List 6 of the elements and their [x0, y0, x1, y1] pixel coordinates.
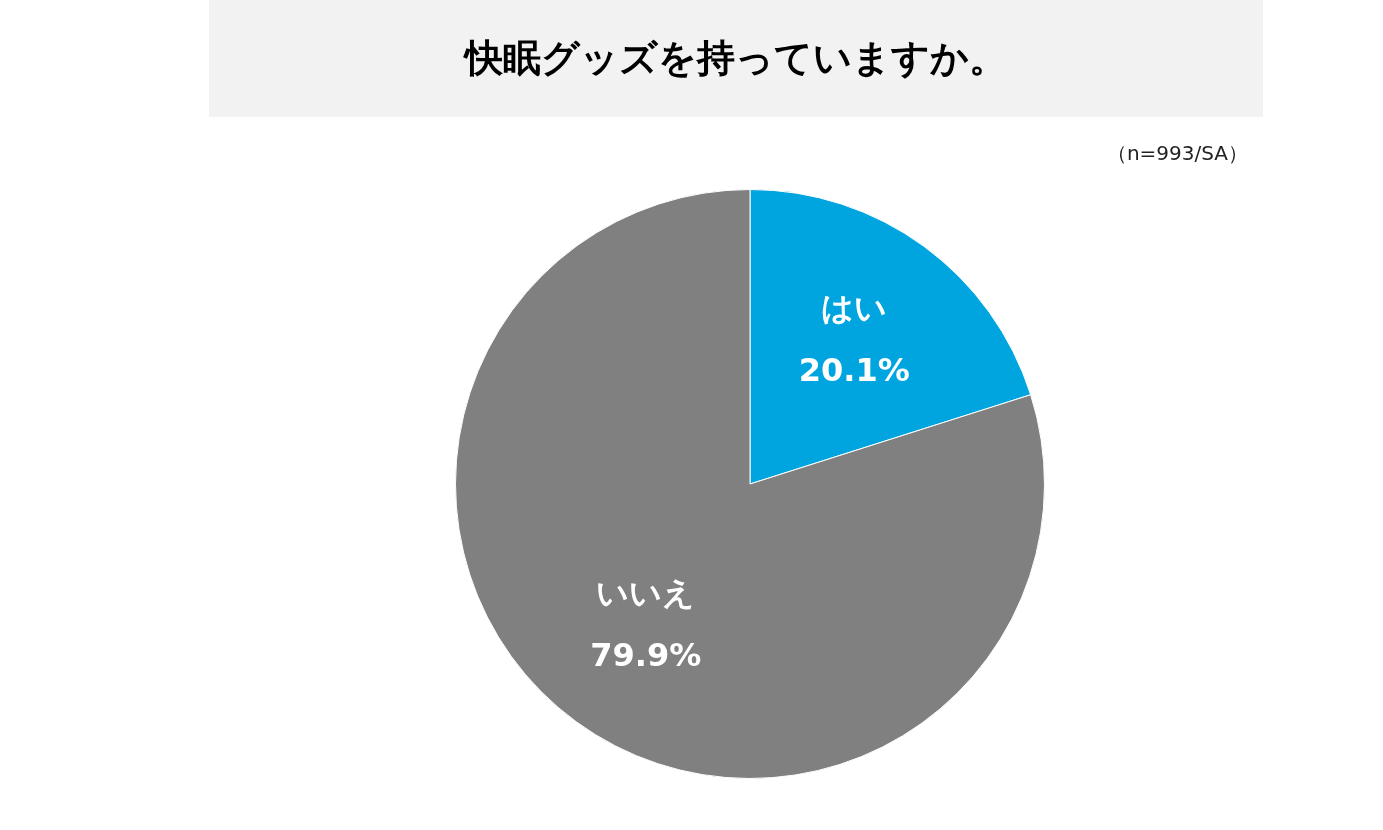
data-label: 79.9%	[590, 635, 702, 674]
slice-label: はい	[821, 288, 888, 327]
chart-title: 快眠グッズを持っていますか。	[209, 0, 1263, 117]
data-label: 20.1%	[798, 350, 910, 389]
text: （n=993/SA）	[1106, 140, 1248, 167]
slice-label: いいえ	[596, 573, 696, 612]
